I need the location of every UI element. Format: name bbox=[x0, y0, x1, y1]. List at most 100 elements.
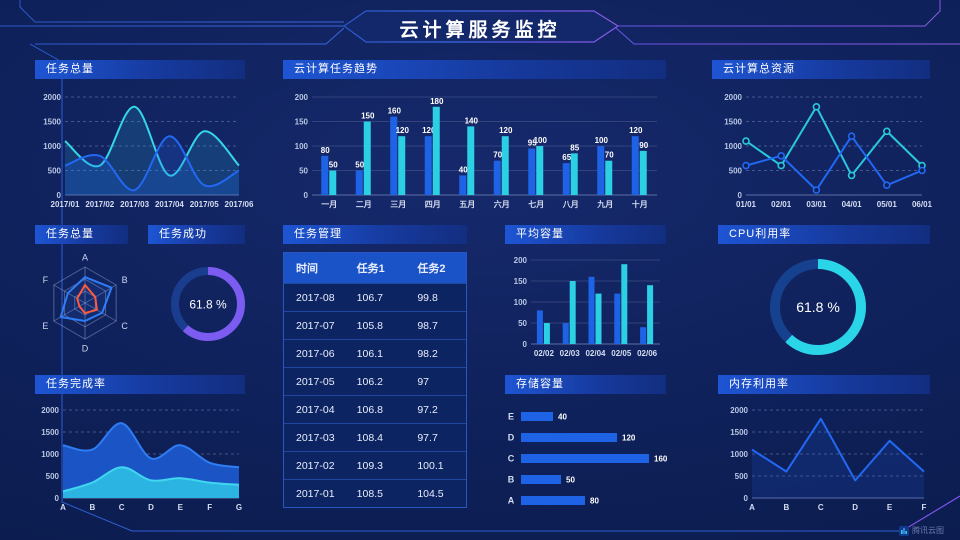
panel-task-completion: 任务完成率 0 500 1000 1500 2000 A B C D E F G bbox=[35, 375, 245, 515]
column-header: 时间 bbox=[296, 263, 318, 275]
svg-text:70: 70 bbox=[605, 151, 614, 160]
svg-text:95: 95 bbox=[528, 138, 537, 147]
panel-cloud-total-resources: 云计算总资源 0 500 1000 1500 2000 01/01 02/01 03/01 04… bbox=[712, 60, 933, 215]
watermark: 腾讯云图 bbox=[899, 525, 944, 536]
table-row: 2017-05 106.2 97 bbox=[284, 367, 466, 395]
svg-text:C: C bbox=[818, 503, 824, 512]
svg-text:G: G bbox=[236, 503, 242, 512]
svg-text:03/01: 03/01 bbox=[806, 200, 827, 209]
svg-text:100: 100 bbox=[534, 136, 548, 145]
svg-text:50: 50 bbox=[518, 319, 527, 328]
svg-text:160: 160 bbox=[654, 455, 668, 464]
svg-text:120: 120 bbox=[622, 434, 636, 443]
svg-text:十月: 十月 bbox=[632, 199, 648, 209]
svg-text:C: C bbox=[508, 454, 515, 464]
svg-text:200: 200 bbox=[295, 93, 309, 102]
svg-text:65: 65 bbox=[562, 153, 571, 162]
panel-header: 平均容量 bbox=[505, 225, 666, 244]
svg-text:F: F bbox=[922, 503, 927, 512]
svg-text:01/01: 01/01 bbox=[736, 200, 757, 209]
svg-text:1500: 1500 bbox=[43, 118, 61, 127]
table-cell: 106.1 bbox=[356, 347, 383, 360]
svg-text:E: E bbox=[887, 503, 893, 512]
svg-text:120: 120 bbox=[396, 126, 410, 135]
svg-text:七月: 七月 bbox=[528, 199, 544, 209]
table-cell: 98.2 bbox=[417, 347, 438, 360]
svg-text:1000: 1000 bbox=[724, 142, 742, 151]
svg-text:四月: 四月 bbox=[425, 200, 441, 209]
svg-text:90: 90 bbox=[639, 141, 648, 150]
column-header: 任务1 bbox=[356, 263, 385, 275]
svg-text:D: D bbox=[82, 344, 89, 354]
svg-text:120: 120 bbox=[629, 126, 643, 135]
svg-text:02/06: 02/06 bbox=[637, 349, 658, 358]
svg-text:50: 50 bbox=[299, 167, 308, 176]
task-success-gauge: 61.8 % bbox=[171, 267, 245, 341]
svg-text:80: 80 bbox=[590, 497, 599, 506]
svg-text:B: B bbox=[784, 503, 790, 512]
table-cell: 106.8 bbox=[356, 403, 383, 416]
svg-text:0: 0 bbox=[738, 191, 743, 200]
table-cell: 2017-01 bbox=[296, 487, 335, 500]
svg-text:200: 200 bbox=[514, 256, 528, 265]
svg-text:0: 0 bbox=[744, 494, 749, 503]
panel-header: 任务总量 bbox=[35, 60, 245, 79]
svg-text:1000: 1000 bbox=[43, 142, 61, 151]
cloud-total-resources-line-chart: 0 500 1000 1500 2000 01/01 02/01 03/01 04/01 05/0… bbox=[724, 93, 932, 209]
svg-text:40: 40 bbox=[459, 165, 468, 174]
svg-text:三月: 三月 bbox=[390, 200, 406, 209]
table-cell: 2017-03 bbox=[296, 431, 335, 444]
table-cell: 2017-08 bbox=[296, 291, 335, 304]
panel-cpu-usage: CPU利用率 61.8 % bbox=[718, 225, 930, 367]
svg-text:0: 0 bbox=[57, 191, 62, 200]
table-cell: 104.5 bbox=[417, 487, 444, 500]
panel-avg-capacity: 平均容量 0 50 100 150 200 02/02 02/03 02/04 02/05 02/… bbox=[505, 225, 666, 367]
svg-text:100: 100 bbox=[295, 142, 309, 151]
svg-text:2017/01: 2017/01 bbox=[51, 200, 80, 209]
svg-text:150: 150 bbox=[361, 112, 375, 121]
svg-text:61.8 %: 61.8 % bbox=[189, 297, 227, 311]
svg-text:B: B bbox=[122, 275, 128, 285]
memory-usage-line-chart: 0 500 1000 1500 2000 A B C D E F bbox=[730, 406, 927, 512]
svg-text:一月: 一月 bbox=[321, 200, 337, 209]
svg-text:C: C bbox=[119, 503, 125, 512]
svg-text:0: 0 bbox=[55, 494, 60, 503]
svg-text:50: 50 bbox=[329, 161, 338, 170]
table-cell: 97.7 bbox=[417, 431, 438, 444]
svg-text:F: F bbox=[207, 503, 212, 512]
svg-text:100: 100 bbox=[595, 136, 609, 145]
svg-text:E: E bbox=[178, 503, 184, 512]
task-total-radar-chart: A B C D E F bbox=[42, 252, 128, 354]
panel-header: 任务完成率 bbox=[35, 375, 245, 394]
svg-text:85: 85 bbox=[570, 143, 579, 152]
panel-task-success: 任务成功 61.8 % bbox=[148, 225, 245, 370]
panel-header: 云计算任务趋势 bbox=[283, 60, 666, 79]
svg-text:100: 100 bbox=[514, 298, 528, 307]
svg-text:02/05: 02/05 bbox=[611, 349, 632, 358]
avg-capacity-bar-chart: 0 50 100 150 200 02/02 02/03 02/04 02/05 02/06 bbox=[514, 256, 660, 358]
svg-text:A: A bbox=[60, 503, 66, 512]
svg-text:02/04: 02/04 bbox=[585, 349, 606, 358]
svg-text:A: A bbox=[82, 252, 88, 262]
svg-text:140: 140 bbox=[465, 116, 479, 125]
svg-text:六月: 六月 bbox=[494, 199, 510, 209]
panel-task-total: 任务总量 0 500 1000 1500 2000 2017/01 2017/02 2017/… bbox=[35, 60, 254, 215]
svg-text:A: A bbox=[749, 503, 755, 512]
svg-text:04/01: 04/01 bbox=[842, 200, 863, 209]
svg-text:500: 500 bbox=[729, 167, 743, 176]
svg-text:500: 500 bbox=[735, 472, 749, 481]
svg-text:40: 40 bbox=[558, 413, 567, 422]
table-cell: 99.8 bbox=[417, 291, 438, 304]
table-cell: 108.5 bbox=[356, 487, 383, 500]
table-header-row: 时间 任务1 任务2 bbox=[284, 253, 466, 283]
task-completion-area-chart: 0 500 1000 1500 2000 A B C D E F G bbox=[41, 406, 242, 512]
svg-text:120: 120 bbox=[422, 126, 436, 135]
svg-text:A: A bbox=[508, 496, 515, 506]
svg-text:F: F bbox=[43, 275, 49, 285]
table-row: 2017-06 106.1 98.2 bbox=[284, 339, 466, 367]
table-row: 2017-04 106.8 97.2 bbox=[284, 395, 466, 423]
svg-text:D: D bbox=[148, 503, 154, 512]
svg-text:2017/05: 2017/05 bbox=[190, 200, 219, 209]
table-cell: 2017-02 bbox=[296, 459, 335, 472]
